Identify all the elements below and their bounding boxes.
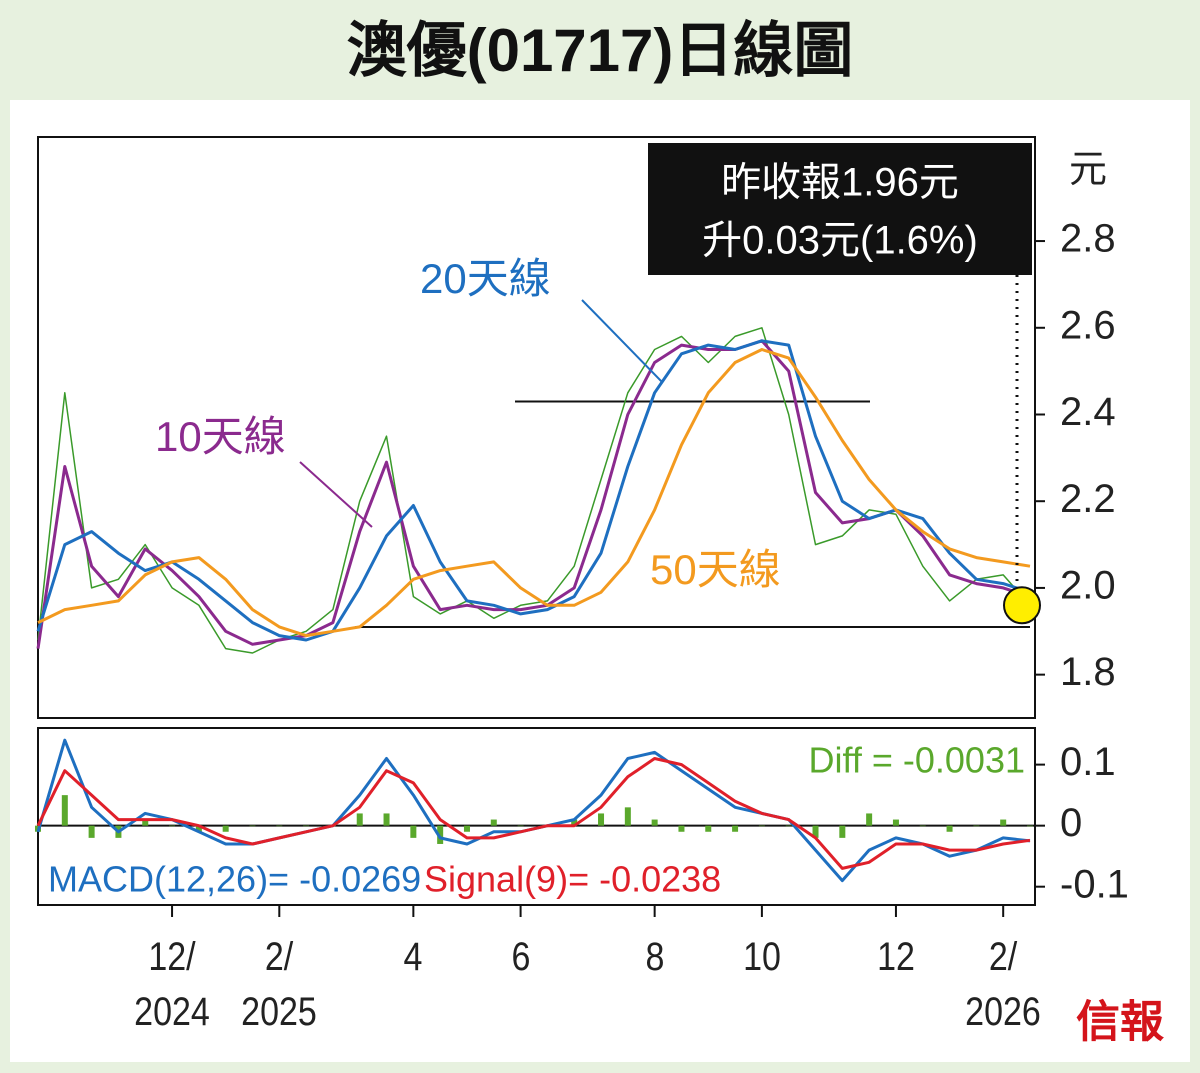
y-tick-label: 2.0: [1060, 563, 1116, 607]
histogram-bar: [758, 825, 765, 827]
annotation: 昨收報1.96元: [721, 161, 959, 205]
histogram-bar: [276, 825, 283, 827]
histogram-bar: [195, 825, 202, 832]
histogram-bar: [303, 825, 310, 827]
legend-label: MACD(12,26)= -0.0269: [48, 859, 421, 900]
histogram-bar: [1027, 825, 1033, 827]
histogram-bar: [249, 825, 256, 827]
last-close-marker: [1003, 586, 1041, 625]
pointer: [581, 299, 663, 383]
histogram-bar: [571, 819, 578, 826]
series-line: [36, 339, 1031, 642]
y-tick-label: 2.6: [1060, 303, 1116, 347]
series-line: [36, 339, 1031, 649]
histogram-bar: [678, 825, 685, 832]
histogram-bar: [222, 825, 229, 832]
series-line: [36, 757, 1031, 870]
pointer: [299, 461, 373, 528]
x-tick-label: 8: [645, 935, 665, 979]
series-line: [37, 348, 1031, 638]
legend-label: Signal(9)= -0.0238: [424, 859, 721, 900]
legend-label: 50天線: [650, 546, 781, 593]
y-tick-label: 0: [1060, 801, 1082, 845]
chart-title: 澳優(01717)日線圖: [347, 17, 854, 84]
histogram-bar: [651, 819, 658, 826]
x-tick-label: 10: [742, 935, 781, 979]
histogram-bar: [973, 825, 980, 827]
histogram-bar: [785, 825, 792, 827]
x-tick-label: 12/ 2024: [134, 935, 210, 1034]
y-tick-label: -0.1: [1060, 862, 1129, 906]
histogram-bar: [624, 807, 631, 826]
histogram-bar: [598, 813, 605, 826]
legend-label: 10天線: [155, 413, 286, 460]
histogram-bar: [169, 825, 176, 827]
annotation-box: [648, 143, 1032, 275]
histogram-bar: [919, 825, 926, 827]
histogram-bar: [383, 813, 390, 826]
histogram-bar: [1000, 819, 1007, 826]
logo: 信報: [1076, 998, 1164, 1047]
x-tick-label: 6: [511, 935, 531, 979]
histogram-bar: [946, 825, 953, 832]
legend-label: 20天線: [420, 255, 551, 302]
histogram-bar: [437, 825, 444, 844]
histogram-bar: [490, 819, 497, 826]
y-tick-label: 1.8: [1060, 650, 1116, 694]
histogram-bar: [517, 825, 524, 827]
histogram-bar: [356, 813, 363, 826]
histogram-bar: [892, 819, 899, 826]
histogram-bar: [839, 825, 846, 838]
histogram-bar: [705, 825, 712, 832]
histogram-bar: [463, 825, 470, 832]
histogram-bar: [812, 825, 819, 838]
x-tick-label: 4: [403, 935, 423, 979]
histogram-bar: [410, 825, 417, 838]
histogram-bar: [88, 825, 95, 838]
price-layer: 1.8 2.0 2.2 2.4 2.6 2.8: [36, 217, 1116, 694]
histogram-bar: [61, 795, 68, 826]
y-tick-label: 0.1: [1060, 740, 1116, 784]
macd-layer: -0.1 0 0.1: [35, 738, 1129, 906]
histogram-bar: [732, 825, 739, 832]
y-tick-label: 2.8: [1060, 217, 1116, 261]
x-tick-label: 2/ 2025: [241, 935, 318, 1034]
annotation: 升0.03元(1.6%): [702, 219, 978, 263]
histogram-bar: [866, 813, 873, 826]
legend-label: Diff = -0.0031: [809, 740, 1025, 781]
y-tick-label: 2.2: [1060, 477, 1116, 521]
x-tick-label: 12: [877, 935, 915, 979]
y-unit: 元: [1069, 149, 1107, 191]
histogram-bar: [142, 819, 149, 826]
x-tick-label: 2/ 2026: [965, 935, 1041, 1034]
y-tick-label: 2.4: [1060, 390, 1116, 434]
